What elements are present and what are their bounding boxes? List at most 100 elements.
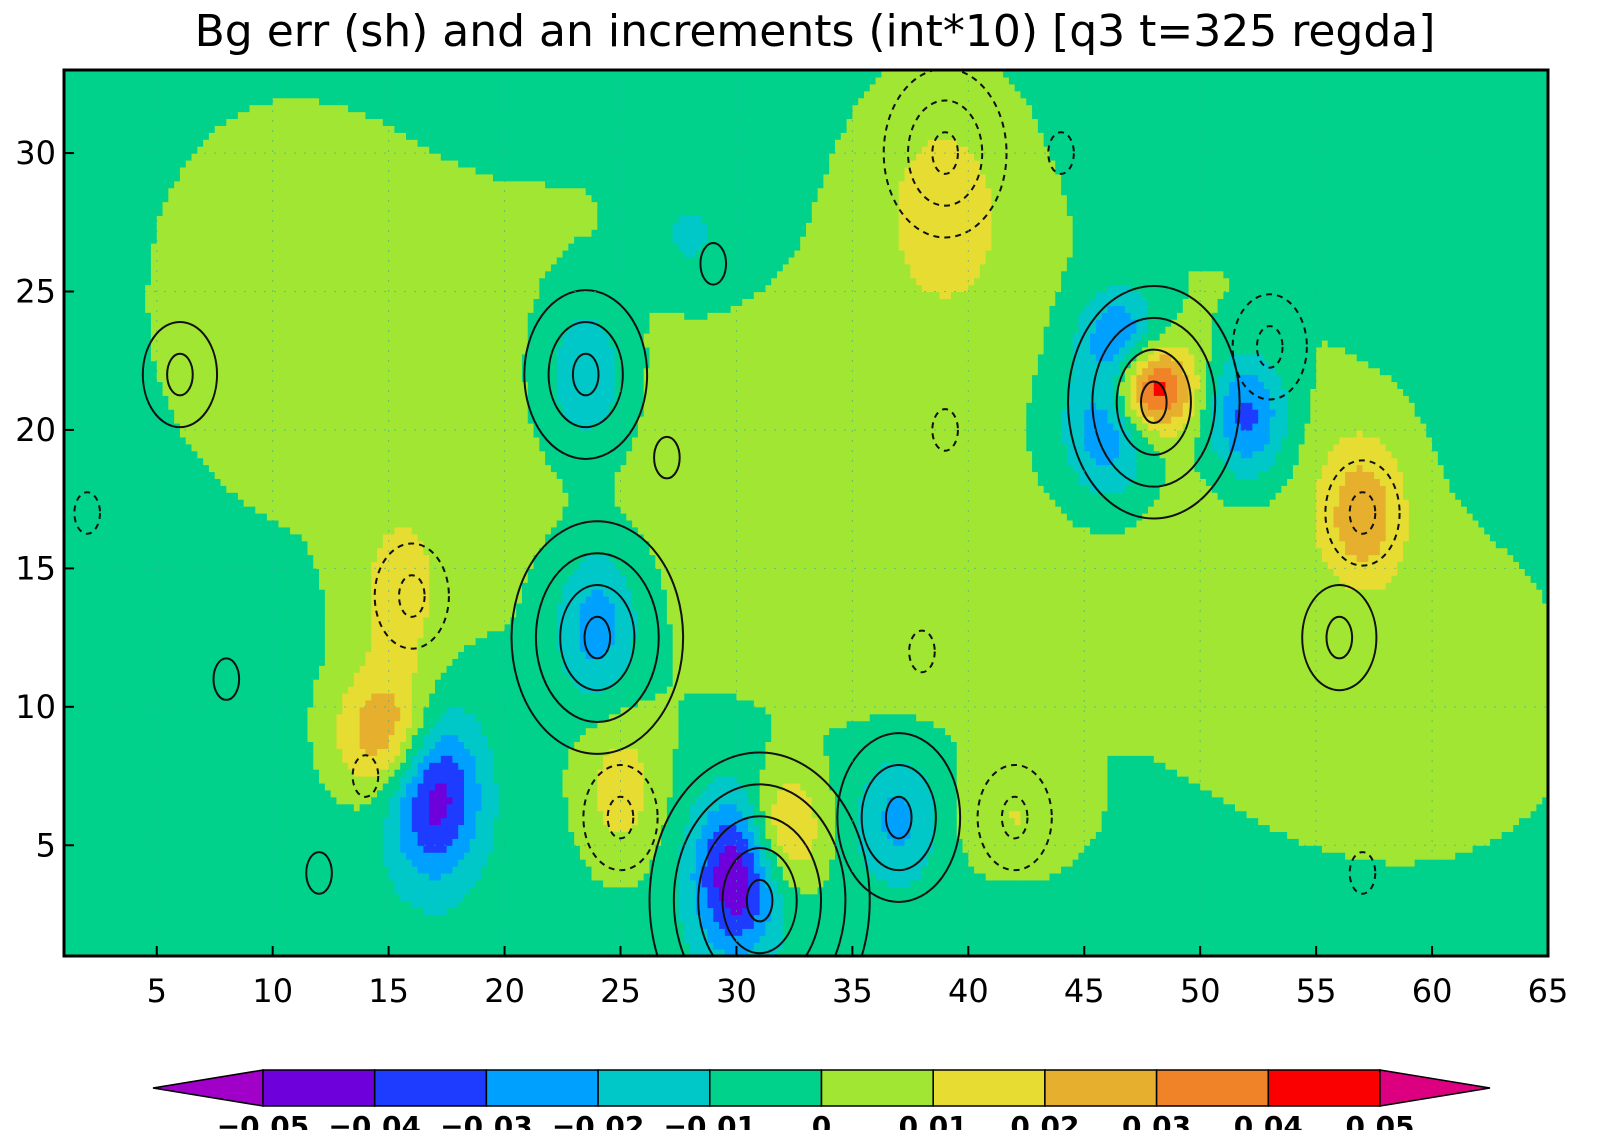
field-cell (151, 762, 157, 770)
field-cell (93, 568, 99, 576)
field-cell (174, 624, 180, 632)
field-cell (105, 568, 111, 576)
field-cell (192, 409, 198, 417)
field-cell (192, 852, 198, 860)
field-cell (76, 361, 82, 369)
field-cell (180, 624, 186, 632)
field-cell (99, 451, 105, 459)
field-cell (192, 548, 198, 556)
field-cell (209, 582, 215, 590)
field-cell (105, 513, 111, 521)
field-cell (93, 921, 99, 929)
field-cell (81, 250, 87, 258)
field-cell (110, 478, 116, 486)
field-cell (93, 222, 99, 230)
field-cell (163, 409, 169, 417)
field-cell (116, 160, 122, 168)
field-cell (186, 513, 192, 521)
field-cell (128, 797, 134, 805)
field-cell (209, 91, 215, 99)
field-cell (105, 873, 111, 881)
field-cell (122, 195, 128, 203)
field-cell (203, 84, 209, 92)
field-cell (157, 596, 163, 604)
field-cell (87, 610, 93, 618)
field-cell (110, 838, 116, 846)
field-cell (70, 527, 76, 535)
field-cell (221, 769, 227, 777)
field-cell (87, 395, 93, 403)
field-cell (70, 804, 76, 812)
field-cell (221, 866, 227, 874)
field-cell (105, 423, 111, 431)
field-cell (70, 105, 76, 113)
field-cell (122, 105, 128, 113)
field-cell (180, 520, 186, 528)
field-cell (163, 582, 169, 590)
field-cell (87, 478, 93, 486)
field-cell (105, 561, 111, 569)
field-cell (197, 555, 203, 563)
field-cell (105, 368, 111, 376)
field-cell (145, 714, 151, 722)
field-cell (203, 811, 209, 819)
field-cell (116, 312, 122, 320)
field-cell (180, 430, 186, 438)
field-cell (139, 638, 145, 646)
field-cell (116, 596, 122, 604)
field-cell (174, 735, 180, 743)
field-cell (99, 520, 105, 528)
field-cell (151, 748, 157, 756)
field-cell (209, 437, 215, 445)
field-cell (105, 859, 111, 867)
field-cell (203, 755, 209, 763)
field-cell (87, 534, 93, 542)
field-cell (203, 928, 209, 936)
field-cell (128, 312, 134, 320)
field-cell (99, 880, 105, 888)
field-cell (215, 541, 221, 549)
field-cell (221, 762, 227, 770)
field-cell (192, 264, 198, 272)
field-cell (134, 395, 140, 403)
field-cell (157, 333, 163, 341)
field-cell (134, 790, 140, 798)
field-cell (221, 388, 227, 396)
field-cell (157, 485, 163, 493)
field-cell (99, 824, 105, 832)
field-cell (76, 451, 82, 459)
field-cell (81, 686, 87, 694)
field-cell (70, 797, 76, 805)
field-cell (168, 202, 174, 210)
field-cell (122, 790, 128, 798)
field-cell (116, 776, 122, 784)
field-cell (76, 513, 82, 521)
field-cell (157, 831, 163, 839)
field-cell (192, 285, 198, 293)
field-cell (145, 257, 151, 265)
field-cell (70, 388, 76, 396)
field-cell (110, 582, 116, 590)
field-cell (93, 901, 99, 909)
field-cell (116, 894, 122, 902)
field-cell (209, 561, 215, 569)
field-cell (134, 402, 140, 410)
field-cell (197, 492, 203, 500)
field-cell (128, 458, 134, 466)
field-cell (145, 582, 151, 590)
field-cell (168, 471, 174, 479)
field-cell (209, 499, 215, 507)
field-cell (139, 77, 145, 85)
field-cell (87, 312, 93, 320)
field-cell (163, 651, 169, 659)
field-cell (209, 568, 215, 576)
field-cell (116, 153, 122, 161)
field-cell (76, 824, 82, 832)
field-cell (110, 368, 116, 376)
field-cell (174, 91, 180, 99)
field-cell (209, 818, 215, 826)
field-cell (180, 831, 186, 839)
field-cell (221, 908, 227, 916)
field-cell (186, 568, 192, 576)
field-cell (209, 700, 215, 708)
